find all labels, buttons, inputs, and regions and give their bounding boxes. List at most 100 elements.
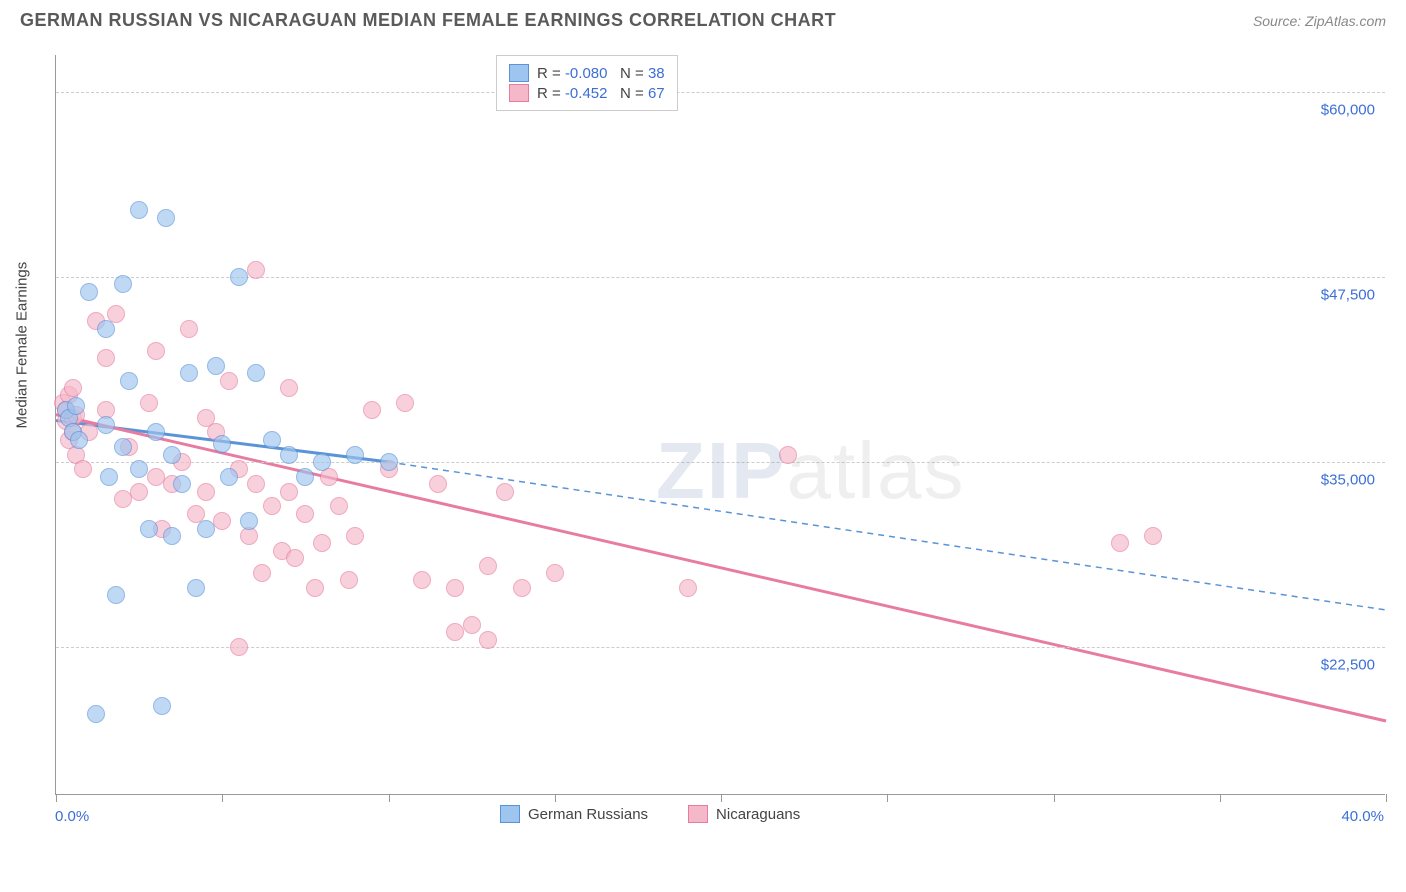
- data-point: [280, 483, 298, 501]
- source-attribution: Source: ZipAtlas.com: [1253, 13, 1386, 29]
- data-point: [280, 446, 298, 464]
- data-point: [197, 483, 215, 501]
- legend-label: German Russians: [528, 806, 648, 823]
- data-point: [213, 435, 231, 453]
- y-tick-label: $60,000: [1321, 102, 1375, 119]
- data-point: [1144, 527, 1162, 545]
- data-point: [153, 697, 171, 715]
- data-point: [140, 394, 158, 412]
- x-tick: [1220, 794, 1221, 802]
- data-point: [346, 527, 364, 545]
- x-tick: [721, 794, 722, 802]
- grid-line: [56, 462, 1385, 463]
- data-point: [263, 431, 281, 449]
- data-point: [130, 201, 148, 219]
- data-point: [286, 549, 304, 567]
- legend-swatch: [509, 84, 529, 102]
- data-point: [100, 468, 118, 486]
- grid-line: [56, 647, 1385, 648]
- data-point: [446, 579, 464, 597]
- legend-stat: R = -0.080 N = 38: [537, 65, 665, 82]
- data-point: [147, 468, 165, 486]
- data-point: [114, 438, 132, 456]
- data-point: [180, 364, 198, 382]
- data-point: [513, 579, 531, 597]
- data-point: [340, 571, 358, 589]
- data-point: [446, 623, 464, 641]
- data-point: [346, 446, 364, 464]
- data-point: [173, 475, 191, 493]
- correlation-legend: R = -0.080 N = 38 R = -0.452 N = 67: [496, 55, 678, 111]
- x-tick: [222, 794, 223, 802]
- legend-stat: R = -0.452 N = 67: [537, 85, 665, 102]
- data-point: [130, 483, 148, 501]
- data-point: [220, 468, 238, 486]
- data-point: [263, 497, 281, 515]
- data-point: [147, 342, 165, 360]
- data-point: [64, 379, 82, 397]
- legend-row: R = -0.452 N = 67: [509, 84, 665, 102]
- data-point: [230, 268, 248, 286]
- data-point: [114, 275, 132, 293]
- data-point: [140, 520, 158, 538]
- y-tick-label: $35,000: [1321, 472, 1375, 489]
- legend-row: R = -0.080 N = 38: [509, 64, 665, 82]
- data-point: [97, 320, 115, 338]
- data-point: [496, 483, 514, 501]
- data-point: [413, 571, 431, 589]
- legend-swatch: [688, 805, 708, 823]
- data-point: [197, 520, 215, 538]
- y-tick-label: $22,500: [1321, 657, 1375, 674]
- x-tick: [887, 794, 888, 802]
- data-point: [380, 453, 398, 471]
- data-point: [479, 557, 497, 575]
- data-point: [220, 372, 238, 390]
- data-point: [80, 283, 98, 301]
- grid-line: [56, 92, 1385, 93]
- x-tick: [555, 794, 556, 802]
- data-point: [247, 475, 265, 493]
- legend-swatch: [509, 64, 529, 82]
- data-point: [330, 497, 348, 515]
- data-point: [87, 705, 105, 723]
- data-point: [313, 453, 331, 471]
- data-point: [107, 586, 125, 604]
- legend-swatch: [500, 805, 520, 823]
- data-point: [207, 357, 225, 375]
- data-point: [679, 579, 697, 597]
- data-point: [114, 490, 132, 508]
- data-point: [70, 431, 88, 449]
- data-point: [187, 579, 205, 597]
- legend-item: German Russians: [500, 805, 648, 823]
- data-point: [120, 372, 138, 390]
- x-axis-min-label: 0.0%: [55, 808, 89, 825]
- data-point: [463, 616, 481, 634]
- data-point: [163, 446, 181, 464]
- data-point: [546, 564, 564, 582]
- chart-plot-area: R = -0.080 N = 38 R = -0.452 N = 67 ZIPat…: [55, 55, 1385, 795]
- data-point: [280, 379, 298, 397]
- data-point: [67, 397, 85, 415]
- data-point: [363, 401, 381, 419]
- data-point: [253, 564, 271, 582]
- trend-lines-svg: [56, 55, 1385, 794]
- data-point: [147, 423, 165, 441]
- data-point: [230, 638, 248, 656]
- data-point: [130, 460, 148, 478]
- data-point: [429, 475, 447, 493]
- data-point: [74, 460, 92, 478]
- x-tick: [1386, 794, 1387, 802]
- data-point: [213, 512, 231, 530]
- watermark: ZIPatlas: [656, 425, 965, 517]
- data-point: [247, 261, 265, 279]
- data-point: [97, 416, 115, 434]
- data-point: [163, 527, 181, 545]
- data-point: [313, 534, 331, 552]
- data-point: [97, 349, 115, 367]
- legend-label: Nicaraguans: [716, 806, 800, 823]
- data-point: [157, 209, 175, 227]
- x-tick: [389, 794, 390, 802]
- legend-item: Nicaraguans: [688, 805, 800, 823]
- y-tick-label: $47,500: [1321, 287, 1375, 304]
- data-point: [306, 579, 324, 597]
